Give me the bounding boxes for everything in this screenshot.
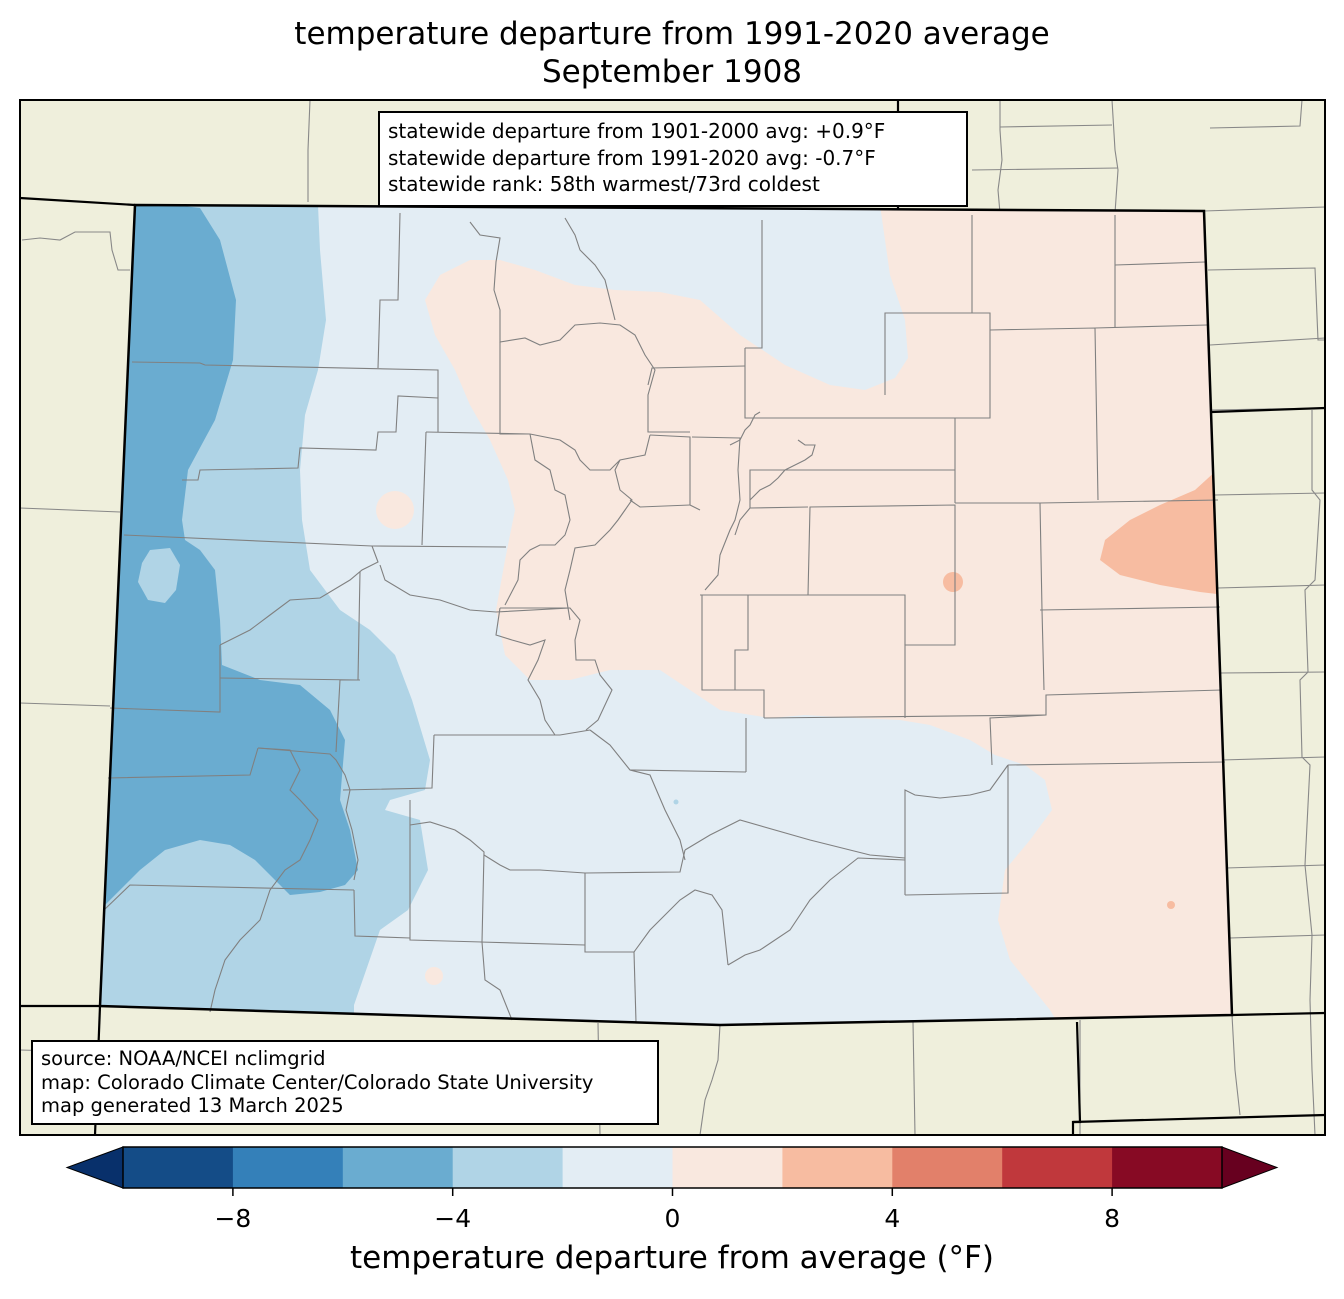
temperature-field	[100, 205, 1232, 1025]
colorbar-segment	[1002, 1147, 1113, 1188]
stats-departure-1991-2020: statewide departure from 1991-2020 avg: …	[388, 145, 876, 170]
zone-minus4-island	[138, 548, 180, 603]
source-box: source: NOAA/NCEI nclimgrid map: Colorad…	[31, 1040, 659, 1125]
colorbar-ticks	[232, 1188, 1113, 1196]
colorbar-segment	[782, 1147, 893, 1188]
colorbar-segment	[562, 1147, 673, 1188]
stats-rank: statewide rank: 58th warmest/73rd coldes…	[388, 172, 820, 196]
stats-departure-1901-2000: statewide departure from 1901-2000 avg: …	[388, 119, 886, 143]
colorbar-tick-label: 0	[664, 1204, 681, 1233]
map-credit-line: map: Colorado Climate Center/Colorado St…	[41, 1070, 594, 1094]
colorbar-segment	[1112, 1147, 1223, 1188]
colorbar-segments	[65, 1146, 1279, 1189]
colorbar-label: temperature departure from average (°F)	[350, 1240, 994, 1276]
map-title-line2: September 1908	[541, 54, 803, 90]
zone-minus6-minus4	[100, 205, 358, 920]
zone-minus4-blob	[673, 799, 679, 805]
colorbar-segment	[342, 1147, 454, 1188]
zone-2-to-4-blob	[1167, 901, 1175, 909]
colorbar-segment	[452, 1147, 564, 1188]
colorbar-segment	[232, 1147, 344, 1188]
map-title-line1: temperature departure from 1991-2020 ave…	[294, 16, 1050, 52]
colorbar-segment	[892, 1147, 1003, 1188]
colorbar-tick-label: 4	[884, 1204, 901, 1233]
statewide-stats-box: statewide departure from 1901-2000 avg: …	[378, 111, 968, 207]
colorbar-tick-label: −4	[434, 1204, 472, 1233]
generated-date-line: map generated 13 March 2025	[41, 1094, 344, 1117]
source-line: source: NOAA/NCEI nclimgrid	[41, 1047, 326, 1070]
zone-0-to-2-blob	[376, 491, 414, 529]
map-frame	[19, 99, 1326, 1136]
colorbar-tick-label: 8	[1104, 1204, 1121, 1233]
zone-0-to-2	[425, 205, 1232, 1025]
colorbar-tick-label: −8	[214, 1204, 252, 1233]
colorbar-segment	[123, 1147, 234, 1188]
colorbar-segment	[672, 1147, 783, 1188]
county-lines	[103, 212, 1226, 1023]
zone-0-to-2-blob	[425, 967, 443, 985]
colorado-border	[98, 203, 1234, 1027]
zone-2-to-4-blob	[943, 572, 963, 592]
colorbar-under-arrow	[65, 1146, 124, 1189]
colorbar-over-arrow	[1221, 1146, 1279, 1189]
zone-2-to-4	[1100, 470, 1225, 595]
